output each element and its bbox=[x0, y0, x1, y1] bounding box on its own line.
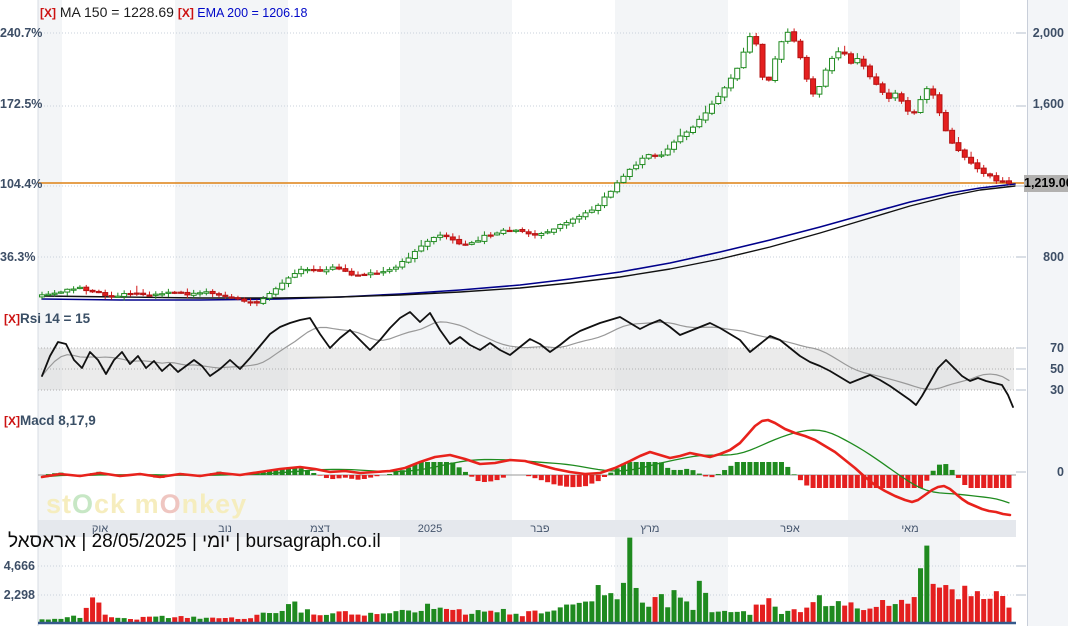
y-axis-price-label: 2,000 bbox=[1032, 26, 1064, 40]
y-axis-percent-label: 104.4% bbox=[0, 177, 43, 191]
chart-info-footer: יומי | 28/05/2025 | אראסאל | bursagraph.… bbox=[8, 531, 381, 552]
x-axis-month-label: אפר bbox=[780, 523, 800, 535]
right-axis-panel bbox=[1027, 0, 1068, 626]
x-axis-month-label: נוב bbox=[218, 523, 232, 535]
last-price-tag: 1,219.00 bbox=[1024, 175, 1068, 192]
watermark-o-red: O bbox=[159, 489, 182, 519]
x-axis-month-label: פבר bbox=[530, 523, 550, 535]
ma150-label: MA 150 = 1228.69 bbox=[56, 4, 178, 20]
rsi-indicator-label: [X]Rsi 14 = 15 bbox=[4, 311, 90, 326]
x-axis-month-label: 2025 bbox=[417, 523, 443, 535]
y-axis-price-label: 1,600 bbox=[1032, 97, 1064, 111]
y-axis-percent-label: 172.5% bbox=[0, 97, 43, 111]
x-axis-month-label: מאי bbox=[901, 523, 919, 535]
rsi-label-text: Rsi 14 = 15 bbox=[20, 311, 91, 326]
macd-label-text: Macd 8,17,9 bbox=[20, 413, 96, 428]
macd-zero-label: 0 bbox=[1057, 465, 1064, 479]
close-ema-indicator-button[interactable]: [X] bbox=[177, 6, 194, 20]
y-axis-price-label: 800 bbox=[1043, 250, 1064, 264]
volume-axis-label: 4,666 bbox=[3, 559, 35, 573]
watermark-o-green: O bbox=[72, 489, 95, 519]
close-macd-indicator-button[interactable]: [X] bbox=[4, 414, 20, 428]
volume-axis-label: 2,298 bbox=[3, 588, 35, 602]
close-ma-indicator-button[interactable]: [X] bbox=[40, 6, 56, 20]
stock-monkey-watermark: stOck mOnkey bbox=[46, 489, 248, 519]
rsi-level-label: 30 bbox=[1050, 383, 1064, 397]
ema200-label: EMA 200 = 1206.18 bbox=[193, 6, 308, 20]
x-axis-month-label: מרץ bbox=[640, 523, 660, 535]
rsi-level-label: 70 bbox=[1050, 341, 1064, 355]
x-axis-month-label: דצמ bbox=[310, 523, 330, 535]
macd-indicator-label: [X]Macd 8,17,9 bbox=[4, 413, 96, 428]
y-axis-percent-label: 240.7% bbox=[0, 26, 43, 40]
y-axis-percent-label: 36.3% bbox=[0, 250, 36, 264]
rsi-level-label: 50 bbox=[1050, 362, 1064, 376]
x-axis-month-label: אוק bbox=[91, 523, 109, 535]
price-indicator-label: [X] MA 150 = 1228.69 [X] EMA 200 = 1206.… bbox=[40, 4, 307, 20]
close-rsi-indicator-button[interactable]: [X] bbox=[4, 312, 20, 326]
